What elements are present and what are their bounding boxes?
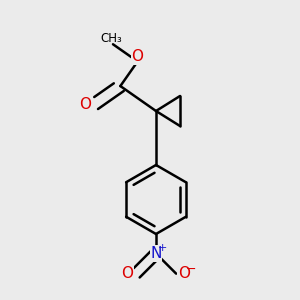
Text: CH₃: CH₃: [100, 32, 122, 45]
Text: O: O: [132, 50, 144, 64]
Text: O: O: [178, 266, 190, 281]
Text: O: O: [79, 97, 91, 112]
Text: +: +: [158, 243, 167, 253]
Text: O: O: [121, 266, 133, 281]
Text: −: −: [185, 263, 196, 276]
Text: N: N: [150, 246, 162, 261]
